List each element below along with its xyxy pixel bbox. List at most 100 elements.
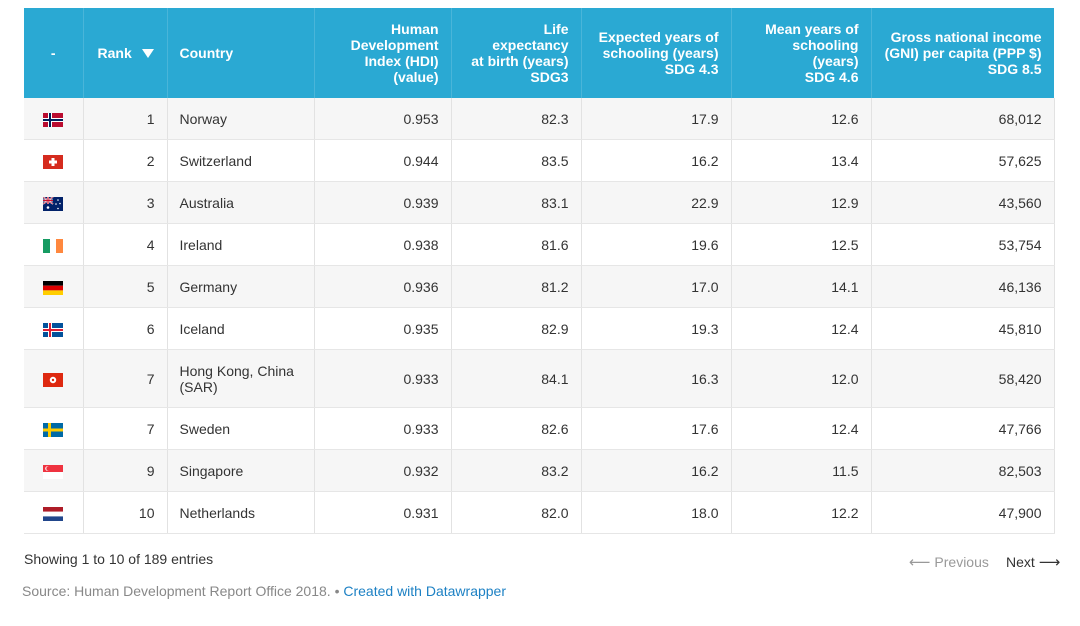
arrow-right-icon: ⟶ bbox=[1038, 554, 1061, 571]
hdi-column-header[interactable]: Human Development Index (HDI) (value) bbox=[314, 8, 452, 98]
expected-schooling-cell: 18.0 bbox=[581, 491, 732, 534]
mean-schooling-cell: 12.2 bbox=[731, 491, 872, 534]
table-row: 6 Iceland 0.935 82.9 19.3 12.4 45,810 bbox=[24, 307, 1055, 350]
entries-info: Showing 1 to 10 of 189 entries bbox=[24, 551, 214, 567]
flag-cell bbox=[24, 349, 84, 408]
flag-cell bbox=[24, 265, 84, 308]
datawrapper-link[interactable]: Created with Datawrapper bbox=[343, 583, 507, 599]
netherlands-flag-icon bbox=[43, 506, 64, 521]
country-name: Netherlands bbox=[179, 504, 256, 521]
header-line: at birth (years) bbox=[471, 53, 569, 69]
flag-column-header[interactable]: - bbox=[24, 8, 84, 98]
gni-column-header[interactable]: Gross national income (GNI) per capita (P… bbox=[871, 8, 1055, 98]
table-row: 7 Sweden 0.933 82.6 17.6 12.4 47,766 bbox=[24, 407, 1055, 450]
table-row: 7 Hong Kong, China (SAR) 0.933 84.1 16.3 12.0 5… bbox=[24, 349, 1055, 408]
hdi-cell: 0.932 bbox=[314, 449, 452, 492]
hdi-ranking-table: - Rank Country Human Development Index (HD… bbox=[24, 8, 1055, 534]
hong-kong-flag-icon bbox=[43, 372, 64, 387]
life-expectancy-cell: 82.9 bbox=[451, 307, 582, 350]
source-text: Source: Human Development Report Office … bbox=[22, 583, 331, 599]
hdi-cell: 0.939 bbox=[314, 181, 452, 224]
hdi-cell: 0.938 bbox=[314, 223, 452, 266]
country-header-label: Country bbox=[179, 45, 234, 61]
expected-schooling-cell: 19.6 bbox=[581, 223, 732, 266]
country-column-header[interactable]: Country bbox=[167, 8, 315, 98]
mean-schooling-cell: 12.6 bbox=[731, 98, 872, 140]
gni-cell: 58,420 bbox=[871, 349, 1055, 408]
header-line: SDG 8.5 bbox=[987, 61, 1042, 77]
rank-cell: 5 bbox=[83, 265, 168, 308]
life-expectancy-cell: 83.2 bbox=[451, 449, 582, 492]
gni-cell: 47,900 bbox=[871, 491, 1055, 534]
country-name: (SAR) bbox=[179, 378, 218, 395]
life-expectancy-cell: 82.3 bbox=[451, 98, 582, 140]
ireland-flag-icon bbox=[43, 238, 64, 253]
country-cell: Norway bbox=[167, 98, 315, 140]
country-name: Singapore bbox=[179, 462, 244, 479]
flag-cell bbox=[24, 407, 84, 450]
table-row: 10 Netherlands 0.931 82.0 18.0 12.2 47,900 bbox=[24, 491, 1055, 534]
header-line: (value) bbox=[393, 69, 439, 85]
table-row: 1 Norway 0.953 82.3 17.9 12.6 68,012 bbox=[24, 98, 1055, 140]
table-body: 1 Norway 0.953 82.3 17.9 12.6 68,012 2 Switzerla… bbox=[24, 98, 1055, 534]
germany-flag-icon bbox=[43, 280, 64, 295]
flag-cell bbox=[24, 139, 84, 182]
header-row: - Rank Country Human Development Index (HD… bbox=[24, 8, 1055, 98]
next-page-button[interactable]: Next ⟶ bbox=[1006, 553, 1060, 571]
gni-cell: 43,560 bbox=[871, 181, 1055, 224]
expected-schooling-cell: 19.3 bbox=[581, 307, 732, 350]
hdi-cell: 0.933 bbox=[314, 349, 452, 408]
header-line: SDG 4.3 bbox=[664, 61, 719, 77]
country-cell: Sweden bbox=[167, 407, 315, 450]
life-expectancy-cell: 81.6 bbox=[451, 223, 582, 266]
country-cell: Iceland bbox=[167, 307, 315, 350]
mean-schooling-column-header[interactable]: Mean years of schooling (years) SDG 4.6 bbox=[731, 8, 872, 98]
rank-cell: 1 bbox=[83, 98, 168, 140]
life-expectancy-cell: 83.5 bbox=[451, 139, 582, 182]
life-expectancy-cell: 81.2 bbox=[451, 265, 582, 308]
table-row: 3 Australia 0.939 83.1 22.9 12.9 43,560 bbox=[24, 181, 1055, 224]
sort-descending-icon[interactable] bbox=[141, 48, 154, 58]
australia-flag-icon bbox=[43, 196, 64, 211]
flag-cell bbox=[24, 181, 84, 224]
country-cell: Singapore bbox=[167, 449, 315, 492]
expected-schooling-cell: 22.9 bbox=[581, 181, 732, 224]
expected-schooling-column-header[interactable]: Expected years of schooling (years) SDG 4.… bbox=[581, 8, 732, 98]
previous-page-button[interactable]: ⟵ Previous bbox=[909, 553, 989, 571]
hdi-cell: 0.953 bbox=[314, 98, 452, 140]
table-row: 9 Singapore 0.932 83.2 16.2 11.5 82,503 bbox=[24, 449, 1055, 492]
country-name: Ireland bbox=[179, 236, 223, 253]
country-name: Norway bbox=[179, 110, 227, 127]
sweden-flag-icon bbox=[43, 422, 64, 437]
gni-cell: 53,754 bbox=[871, 223, 1055, 266]
country-name: Switzerland bbox=[179, 152, 252, 169]
iceland-flag-icon bbox=[43, 322, 64, 337]
life-expectancy-cell: 83.1 bbox=[451, 181, 582, 224]
rank-column-header[interactable]: Rank bbox=[83, 8, 168, 98]
country-name: Germany bbox=[179, 278, 238, 295]
header-line: (GNI) per capita (PPP $) bbox=[884, 45, 1042, 61]
previous-label: Previous bbox=[934, 554, 989, 570]
life-expectancy-cell: 84.1 bbox=[451, 349, 582, 408]
rank-cell: 7 bbox=[83, 407, 168, 450]
rank-cell: 10 bbox=[83, 491, 168, 534]
hdi-cell: 0.933 bbox=[314, 407, 452, 450]
country-cell: Australia bbox=[167, 181, 315, 224]
header-line: SDG 4.6 bbox=[804, 69, 859, 85]
rank-cell: 2 bbox=[83, 139, 168, 182]
life-expectancy-column-header[interactable]: Life expectancy at birth (years) SDG3 bbox=[451, 8, 582, 98]
header-line: Index (HDI) bbox=[364, 53, 439, 69]
expected-schooling-cell: 16.2 bbox=[581, 449, 732, 492]
hdi-cell: 0.936 bbox=[314, 265, 452, 308]
rank-cell: 3 bbox=[83, 181, 168, 224]
singapore-flag-icon bbox=[43, 464, 64, 479]
hdi-table-container: - Rank Country Human Development Index (HD… bbox=[24, 8, 1055, 534]
flag-cell bbox=[24, 449, 84, 492]
header-line: Human bbox=[391, 21, 439, 37]
hdi-cell: 0.931 bbox=[314, 491, 452, 534]
country-name: Hong Kong, China bbox=[179, 362, 294, 379]
flag-cell bbox=[24, 98, 84, 140]
hdi-cell: 0.935 bbox=[314, 307, 452, 350]
arrow-left-icon: ⟵ bbox=[909, 554, 931, 571]
country-cell: Netherlands bbox=[167, 491, 315, 534]
